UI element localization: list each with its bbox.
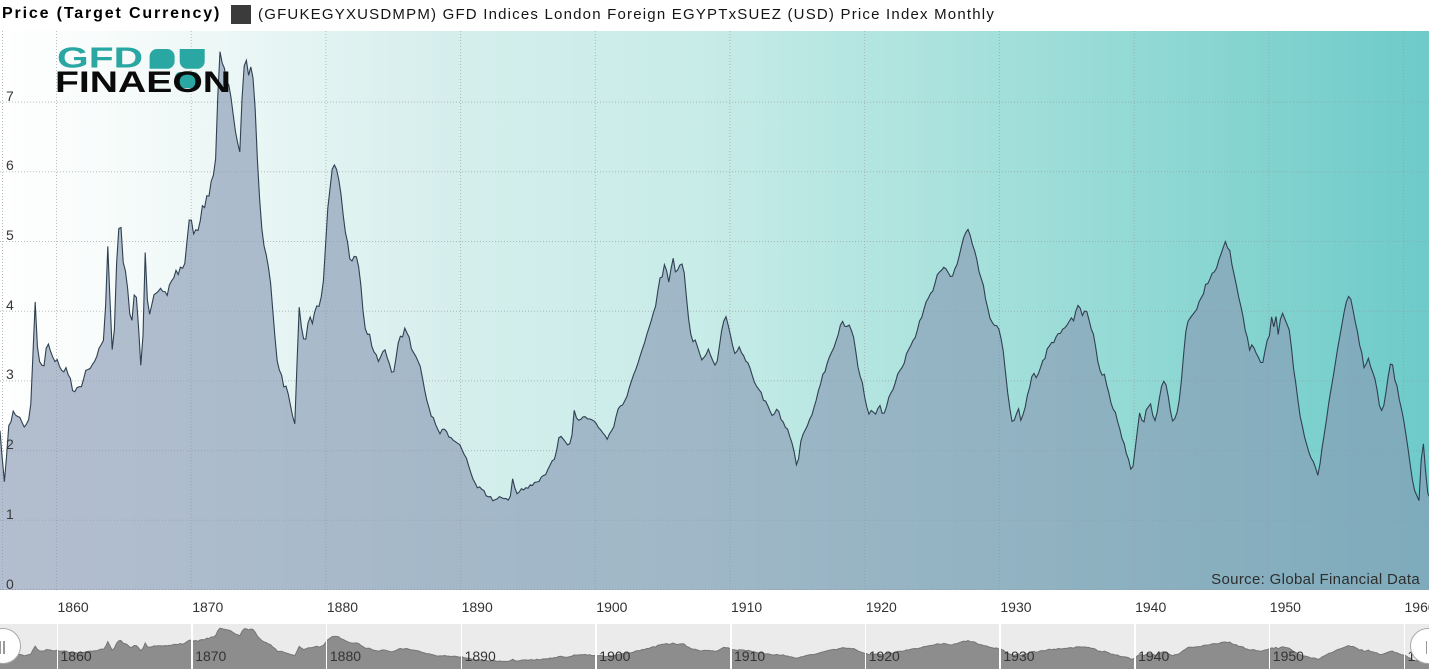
svg-text:FINAEON: FINAEON [55,66,231,99]
svg-text:GFD: GFD [57,43,143,75]
